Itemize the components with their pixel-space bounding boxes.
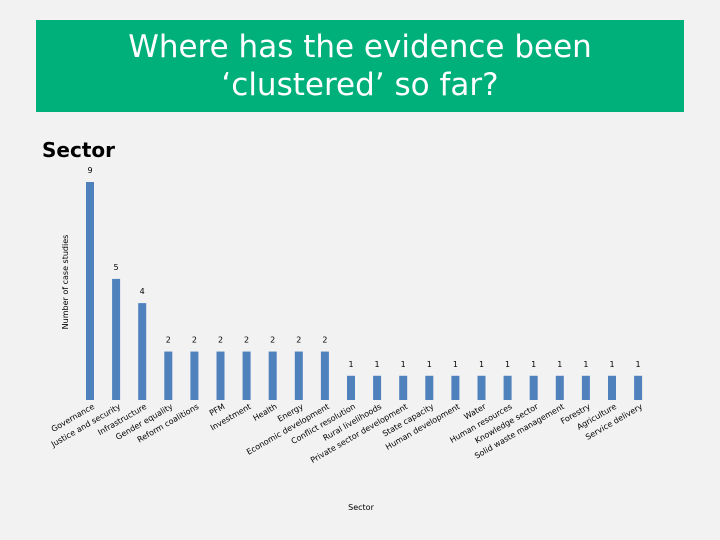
y-axis-label: Number of case studies: [61, 235, 70, 330]
data-label: 2: [270, 336, 275, 345]
data-label: 1: [453, 360, 458, 369]
data-label: 2: [244, 336, 249, 345]
data-label: 2: [166, 336, 171, 345]
bar: [112, 278, 121, 400]
data-label: 9: [87, 166, 92, 175]
data-label: 1: [636, 360, 641, 369]
x-axis-label: Sector: [348, 503, 374, 512]
data-label: 5: [114, 263, 119, 272]
bar: [634, 375, 643, 400]
data-label: 1: [505, 360, 510, 369]
data-label: 1: [531, 360, 536, 369]
slide-title: Where has the evidence been ‘clustered’ …: [128, 29, 592, 103]
title-banner: Where has the evidence been ‘clustered’ …: [36, 20, 684, 112]
bar: [138, 303, 147, 400]
bar: [320, 351, 329, 400]
bar: [477, 375, 486, 400]
bar: [608, 375, 616, 400]
bar: [86, 182, 94, 400]
data-label: 1: [375, 360, 380, 369]
bar: [347, 375, 355, 400]
data-label: 2: [192, 336, 197, 345]
data-label: 1: [609, 360, 614, 369]
data-label: 1: [479, 360, 484, 369]
bar: [373, 375, 382, 400]
data-label: 1: [401, 360, 406, 369]
data-label: 4: [140, 287, 145, 296]
bar: [164, 351, 173, 400]
bar: [451, 375, 460, 400]
bar: [268, 351, 277, 400]
data-label: 2: [218, 336, 223, 345]
data-label: 2: [322, 336, 327, 345]
bar: [503, 375, 512, 400]
bar: [216, 351, 225, 400]
data-label: 2: [296, 336, 301, 345]
bar: [399, 375, 408, 400]
data-label: 1: [348, 360, 353, 369]
bar: [190, 351, 199, 400]
category-label: Health: [251, 402, 278, 423]
bar: [555, 375, 564, 400]
data-label: 1: [427, 360, 432, 369]
bar: [294, 351, 303, 400]
bar: [425, 375, 434, 400]
data-label: 1: [557, 360, 562, 369]
data-label: 1: [583, 360, 588, 369]
bar: [581, 375, 590, 400]
bar: [529, 375, 538, 400]
bar: [242, 351, 251, 400]
section-label: Sector: [42, 138, 115, 162]
